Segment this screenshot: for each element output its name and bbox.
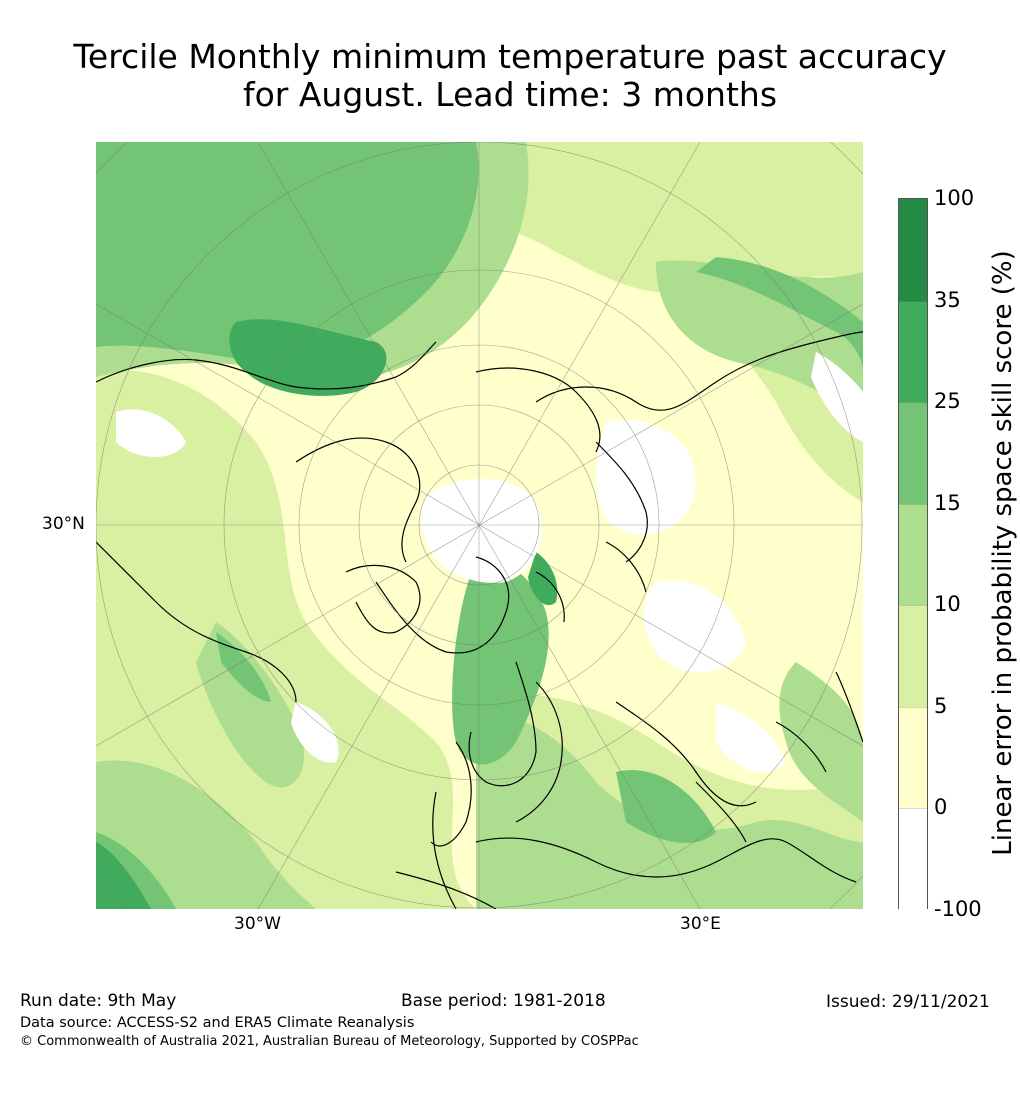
colorbar-segment [899,605,927,707]
longitude-label-30w: 30°W [234,914,281,934]
colorbar-tick-label: 25 [934,389,961,414]
copyright-notice: © Commonwealth of Australia 2021, Austra… [20,1034,639,1049]
region-white [643,580,746,673]
latitude-label-30n: 30°N [42,514,85,534]
colorbar [898,198,928,910]
region-white [716,702,786,773]
region-green [452,560,549,765]
title-line-1: Tercile Monthly minimum temperature past… [73,37,947,76]
colorbar-tick-label: -100 [934,897,982,921]
issued-date: Issued: 29/11/2021 [826,992,990,1012]
skill-score-map [96,142,863,909]
colorbar-segment [899,808,927,910]
colorbar-segment [899,706,927,809]
region-white [595,420,696,535]
colorbar-tick-label: 0 [934,795,948,820]
colorbar-tick-label: 10 [934,592,961,617]
colorbar-tick-label: 5 [934,693,948,718]
chart-title: Tercile Monthly minimum temperature past… [0,38,1020,114]
region-green [696,257,863,372]
region-dark-green [528,552,558,606]
region-dark-green [229,319,387,396]
longitude-label-30e: 30°E [680,914,721,934]
colorbar-segment [899,199,927,301]
region-white [116,409,186,457]
base-period: Base period: 1981-2018 [401,991,606,1011]
colorbar-segment [899,300,927,403]
run-date: Run date: 9th May [20,991,177,1011]
region-dark-green [96,842,151,909]
region-green [616,770,716,843]
data-source: Data source: ACCESS-S2 and ERA5 Climate … [20,1015,415,1031]
graticule [96,142,863,909]
region-white [291,702,339,763]
region-white [811,352,863,442]
colorbar-title: Linear error in probability space skill … [988,250,1018,856]
region-medium-green [779,662,863,822]
title-line-2: for August. Lead time: 3 months [242,75,778,114]
region-medium-green [96,760,316,909]
colorbar-segment [899,402,927,504]
region-light-green [96,370,476,909]
region-medium-green [476,716,863,909]
region-white [420,478,542,583]
coastlines [96,331,863,909]
colorbar-segment [899,503,927,606]
colorbar-tick-label: 100 [934,186,975,210]
region-green [96,142,479,364]
colorbar-tick-label: 15 [934,490,961,515]
region-green [216,632,271,702]
colorbar-tick-label: 35 [934,287,961,312]
